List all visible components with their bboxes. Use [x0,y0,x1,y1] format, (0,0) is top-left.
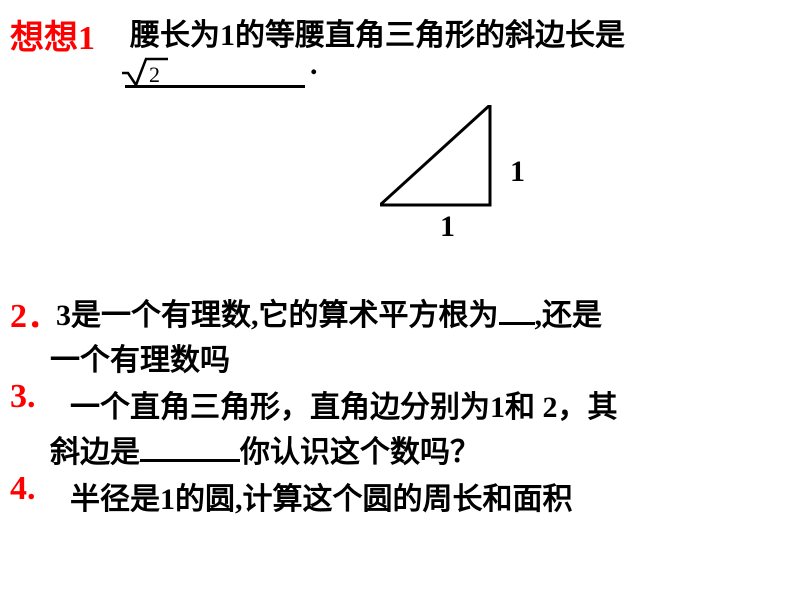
q3-text-line2: 斜边是 你认识这个数吗？ [50,427,480,471]
q4-label: 4. [10,470,36,508]
q3-text-line1: 一个直角三角形，直角边分别为1和 2，其 [70,382,618,426]
sqrt-value: 2 [149,62,160,87]
triangle-svg [380,105,510,220]
q3-label: 3. [10,378,36,416]
q2-text1a: 3是一个有理数,它的算术平方根为 [56,299,499,332]
q1-answer-underline [125,85,305,88]
q3-blank [140,459,240,462]
triangle-shape [380,105,490,205]
q3-text2b: 你认识这个数吗？ [240,436,480,469]
q1-answer: 2 [120,55,170,94]
q2-text-line1: 3是一个有理数,它的算术平方根为 ,还是 [56,290,602,334]
q2-blank [499,322,535,325]
q1-label: 想想1 [10,10,95,59]
sqrt-icon: 2 [120,55,170,89]
q1-period: . [310,48,318,82]
triangle-label-bottom: 1 [440,210,455,244]
q1-text-line1: 腰长为1的等腰直角三角形的斜边长是 [130,10,625,54]
q2-text-line2: 一个有理数吗 [50,335,230,379]
q2-text1b: ,还是 [535,299,603,332]
triangle-label-right: 1 [510,155,525,189]
q3-text2a: 斜边是 [50,436,140,469]
q4-text: 半径是1的圆,计算这个圆的周长和面积 [70,474,573,518]
q2-label: 2． [10,288,61,337]
triangle-diagram [380,105,510,225]
